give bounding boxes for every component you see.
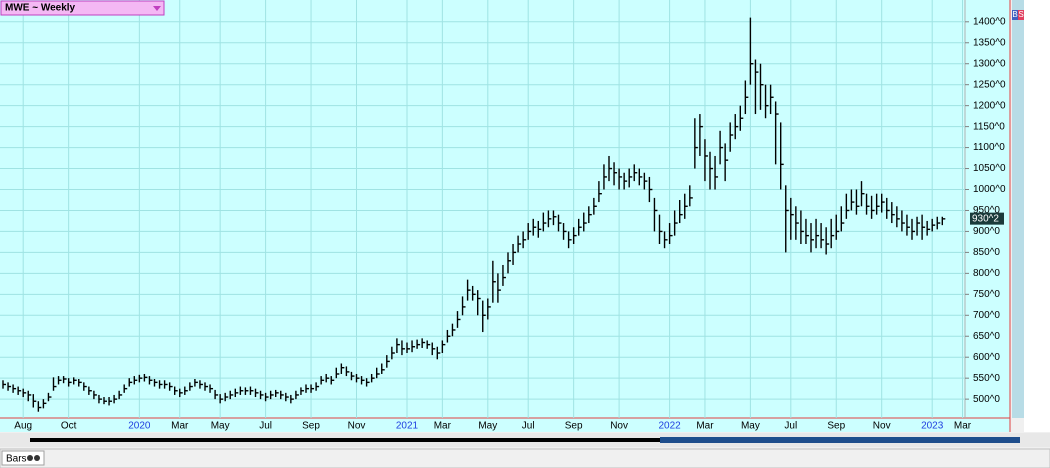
chart-title: MWE ~ Weekly [5, 3, 76, 14]
plot-bg [0, 0, 1010, 432]
x-tick-label: 2021 [396, 421, 419, 432]
y-tick-label: 1050^0 [973, 163, 1006, 174]
status-bar [0, 448, 1050, 468]
y-tick-label: 950^0 [973, 205, 1000, 216]
y-tick-label: 1100^0 [973, 142, 1005, 153]
side-panel [1024, 0, 1050, 432]
y-tick-label: 1200^0 [973, 100, 1006, 111]
symbol-box[interactable] [0, 0, 165, 16]
x-tick-label: Oct [61, 421, 77, 432]
icon [34, 455, 40, 461]
y-tick-label: 600^0 [973, 352, 1000, 363]
x-tick-label: Nov [873, 421, 891, 432]
x-tick-label: Mar [434, 421, 452, 432]
x-tick-label: Aug [14, 421, 32, 432]
y-tick-label: 900^0 [973, 226, 1000, 237]
y-tick-label: 850^0 [973, 247, 1000, 258]
y-tick-label: 1150^0 [973, 121, 1005, 132]
y-tick-label: 1300^0 [973, 58, 1006, 69]
x-tick-label: Jul [784, 421, 797, 432]
y-tick-label: 500^0 [973, 394, 1000, 405]
y-tick-label: 1250^0 [973, 79, 1006, 90]
x-tick-label: Mar [696, 421, 714, 432]
x-tick-label: May [478, 421, 497, 432]
x-tick-label: Sep [827, 421, 845, 432]
y-tick-label: 650^0 [973, 331, 1000, 342]
y-tick-label: 550^0 [973, 373, 1000, 384]
last-price-label: 930^2 [972, 213, 999, 224]
sell-label: S [1018, 10, 1023, 19]
mode-box[interactable] [1, 450, 45, 466]
x-tick-label: May [741, 421, 760, 432]
side-strip [1012, 0, 1024, 418]
icon [27, 455, 33, 461]
x-tick-label: Jul [259, 421, 272, 432]
y-tick-label: 1350^0 [973, 37, 1006, 48]
x-tick-label: 2020 [128, 421, 151, 432]
x-tick-label: May [211, 421, 230, 432]
buy-label: B [1012, 10, 1017, 19]
x-tick-label: Sep [565, 421, 583, 432]
x-tick-label: Jul [522, 421, 535, 432]
x-tick-label: Sep [302, 421, 320, 432]
scroll-thumb[interactable] [660, 437, 1020, 443]
y-tick-label: 1000^0 [973, 184, 1006, 195]
x-tick-label: Mar [171, 421, 189, 432]
x-tick-label: Nov [348, 421, 366, 432]
x-tick-label: Nov [610, 421, 628, 432]
y-tick-label: 750^0 [973, 289, 1000, 300]
buy-button[interactable] [1012, 10, 1018, 20]
x-tick-label: 2023 [921, 421, 944, 432]
x-tick-label: Mar [954, 421, 972, 432]
sell-button[interactable] [1018, 10, 1024, 20]
x-tick-label: 2022 [658, 421, 681, 432]
y-tick-label: 800^0 [973, 268, 1000, 279]
scroll-track [30, 438, 1020, 442]
last-price-box [970, 212, 1004, 225]
dropdown-arrow[interactable] [153, 6, 161, 11]
y-tick-label: 700^0 [973, 310, 1000, 321]
y-tick-label: 1400^0 [973, 16, 1006, 27]
mode-label: Bars [6, 454, 27, 465]
